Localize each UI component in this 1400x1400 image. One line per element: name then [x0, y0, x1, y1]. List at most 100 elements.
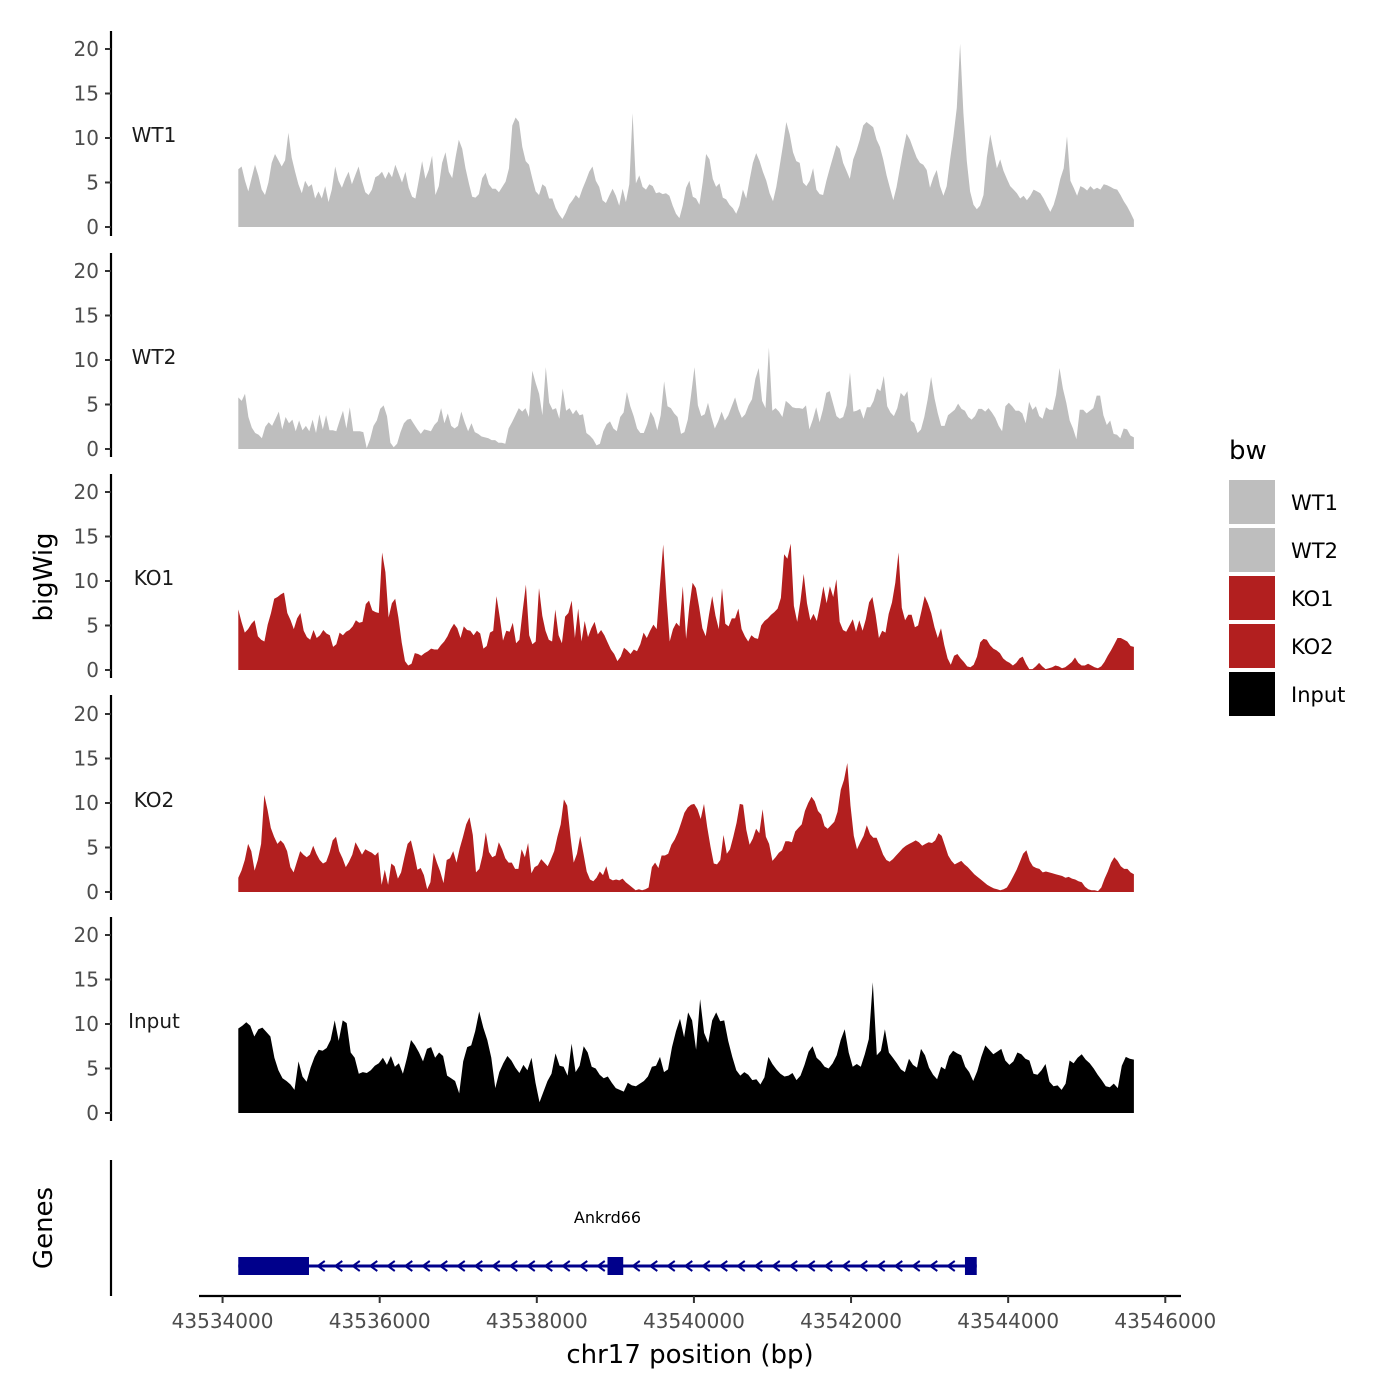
- track-wt1: 0 5 10 15 20 WT1: [74, 31, 1134, 239]
- legend-swatch-wt2: [1229, 528, 1275, 572]
- strand-arrow: [561, 1260, 571, 1272]
- y-tick-label-wt1-20: 20: [74, 37, 99, 61]
- strand-arrow: [928, 1260, 938, 1272]
- x-tick-label-43538000: 43538000: [486, 1309, 588, 1333]
- strand-arrow: [456, 1260, 466, 1272]
- strand-arrow: [386, 1260, 396, 1272]
- strand-arrow: [648, 1260, 658, 1272]
- legend-swatch-wt1: [1229, 480, 1275, 524]
- y-tick-label-wt1-5: 5: [86, 171, 99, 195]
- strand-arrow: [368, 1260, 378, 1272]
- track-label-ko2: KO2: [134, 788, 175, 812]
- strand-arrow: [403, 1260, 413, 1272]
- y-axis-title: bigWig: [29, 532, 59, 621]
- x-tick-label-43534000: 43534000: [172, 1309, 274, 1333]
- y-tick-label-wt2-0: 0: [86, 437, 99, 461]
- x-tick-label-43540000: 43540000: [643, 1309, 745, 1333]
- y-tick-label-ko1-10: 10: [74, 569, 99, 593]
- y-tick-label-wt1-15: 15: [74, 82, 99, 106]
- y-tick-label-wt2-10: 10: [74, 348, 99, 372]
- track-wt2: 0 5 10 15 20 WT2: [74, 253, 1134, 461]
- area-ko2: [238, 763, 1134, 892]
- strand-arrow: [491, 1260, 501, 1272]
- x-tick-label-43536000: 43536000: [329, 1309, 431, 1333]
- y-tick-label-input-5: 5: [86, 1057, 99, 1081]
- strand-arrow: [596, 1260, 606, 1272]
- area-wt2: [238, 347, 1134, 449]
- strand-arrow: [736, 1260, 746, 1272]
- area-ko1: [238, 543, 1134, 670]
- exon-2: [607, 1257, 624, 1275]
- strand-arrow: [788, 1260, 798, 1272]
- x-tick-label-43544000: 43544000: [957, 1309, 1059, 1333]
- legend-label-ko1: KO1: [1291, 587, 1334, 611]
- strand-arrow: [911, 1260, 921, 1272]
- x-axis-ticks: 43534000 43536000 43538000 43540000 43542000…: [172, 1296, 1216, 1333]
- strand-arrow: [473, 1260, 483, 1272]
- track-ko2: 0 5 10 15 20 KO2: [74, 695, 1134, 904]
- track-label-wt2: WT2: [132, 345, 177, 369]
- track-label-wt1: WT1: [132, 123, 177, 147]
- strand-arrow: [508, 1260, 518, 1272]
- y-tick-label-ko2-10: 10: [74, 791, 99, 815]
- strand-arrow: [876, 1260, 886, 1272]
- exon-1: [238, 1257, 309, 1275]
- area-wt1: [238, 43, 1134, 228]
- strand-arrow: [316, 1260, 326, 1272]
- genes-panel: Ankrd66 43534000 43536000 43538000 43540000…: [109, 1160, 1216, 1333]
- area-input: [238, 982, 1134, 1113]
- x-axis-title: chr17 position (bp): [566, 1340, 813, 1370]
- genes-panel-title: Genes: [29, 1187, 59, 1269]
- legend-label-wt2: WT2: [1291, 539, 1338, 563]
- strand-arrow: [666, 1260, 676, 1272]
- strand-arrow: [701, 1260, 711, 1272]
- y-tick-label-ko2-0: 0: [86, 880, 99, 904]
- y-tick-label-ko1-15: 15: [74, 525, 99, 549]
- y-tick-label-ko2-5: 5: [86, 836, 99, 860]
- x-tick-label-43546000: 43546000: [1114, 1309, 1216, 1333]
- strand-arrow: [438, 1260, 448, 1272]
- strand-arrow: [823, 1260, 833, 1272]
- x-tick-label-43542000: 43542000: [800, 1309, 902, 1333]
- strand-arrow: [421, 1260, 431, 1272]
- gene-model: [238, 1257, 977, 1275]
- track-ko1: 0 5 10 15 20 KO1: [74, 474, 1134, 682]
- strand-arrow: [578, 1260, 588, 1272]
- legend: bw WT1 WT2 KO1 KO2 Input: [1229, 436, 1345, 716]
- strand-arrow: [333, 1260, 343, 1272]
- track-label-input: Input: [128, 1009, 180, 1033]
- strand-arrow: [543, 1260, 553, 1272]
- strand-arrow: [718, 1260, 728, 1272]
- y-tick-label-wt2-15: 15: [74, 304, 99, 328]
- y-tick-label-ko2-20: 20: [74, 702, 99, 726]
- strand-arrow: [771, 1260, 781, 1272]
- y-tick-label-wt2-20: 20: [74, 259, 99, 283]
- y-tick-label-ko1-5: 5: [86, 614, 99, 638]
- legend-swatch-ko2: [1229, 624, 1275, 668]
- y-tick-label-wt1-0: 0: [86, 215, 99, 239]
- legend-label-ko2: KO2: [1291, 635, 1334, 659]
- strand-arrow: [631, 1260, 641, 1272]
- y-tick-label-wt2-5: 5: [86, 393, 99, 417]
- y-tick-label-input-10: 10: [74, 1012, 99, 1036]
- legend-title: bw: [1229, 436, 1267, 466]
- strand-arrow: [858, 1260, 868, 1272]
- y-tick-label-ko1-20: 20: [74, 480, 99, 504]
- strand-arrow: [683, 1260, 693, 1272]
- strand-arrow: [753, 1260, 763, 1272]
- y-tick-label-input-20: 20: [74, 923, 99, 947]
- gene-name-label: Ankrd66: [574, 1208, 641, 1227]
- legend-swatch-ko1: [1229, 576, 1275, 620]
- signal-tracks: 0 5 10 15 20 WT1 0 5 10 15 20 WT2 0 5 10 15 20 KO1 0 5 10 15 2…: [74, 31, 1134, 1125]
- strand-arrow: [351, 1260, 361, 1272]
- strand-arrow: [526, 1260, 536, 1272]
- legend-label-input: Input: [1291, 683, 1345, 707]
- y-tick-label-input-0: 0: [86, 1101, 99, 1125]
- strand-arrow: [946, 1260, 956, 1272]
- strand-arrow: [841, 1260, 851, 1272]
- y-tick-label-ko1-0: 0: [86, 658, 99, 682]
- legend-swatch-input: [1229, 672, 1275, 716]
- strand-arrow: [806, 1260, 816, 1272]
- legend-label-wt1: WT1: [1291, 491, 1338, 515]
